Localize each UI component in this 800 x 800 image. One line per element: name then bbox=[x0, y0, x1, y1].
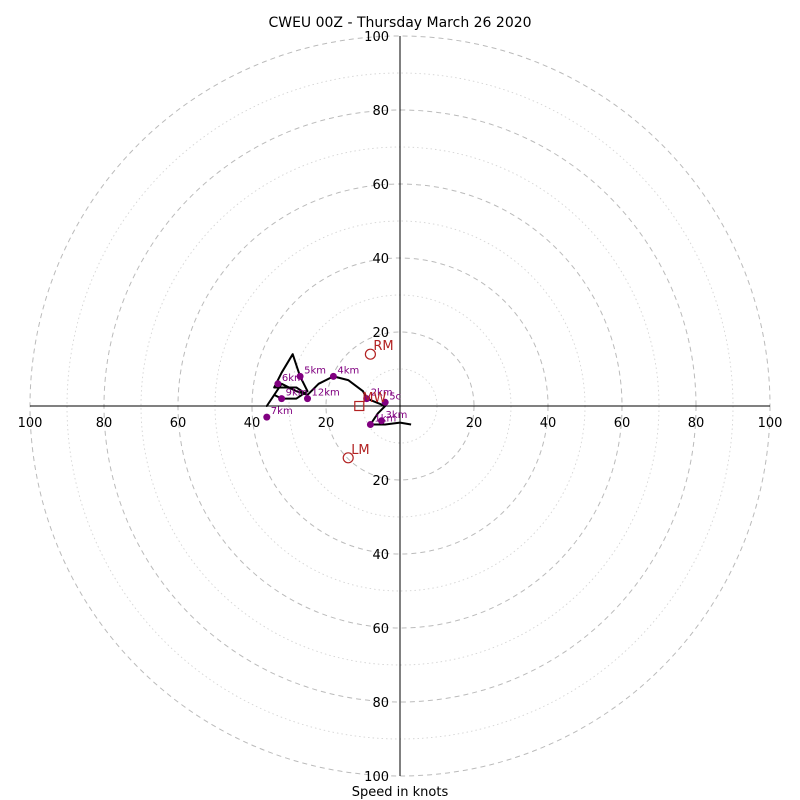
height-marker-dot bbox=[366, 421, 374, 428]
height-marker-label: 5km bbox=[304, 365, 326, 376]
height-marker: 4km bbox=[329, 365, 359, 380]
storm-motion-symbol bbox=[354, 400, 365, 412]
y-tick-label: 100 bbox=[364, 770, 389, 785]
height-marker-dot bbox=[296, 372, 304, 380]
axes bbox=[30, 36, 770, 776]
height-marker-label: 6km bbox=[282, 373, 304, 384]
y-tick-label: 20 bbox=[372, 326, 389, 341]
height-marker-label: 9km bbox=[286, 388, 308, 399]
x-tick-label: 80 bbox=[96, 416, 113, 431]
y-tick-label: 20 bbox=[372, 474, 389, 489]
height-marker-label: 2km bbox=[371, 388, 393, 399]
y-tick-label: 60 bbox=[372, 178, 389, 193]
height-marker-label: 4km bbox=[337, 365, 359, 376]
x-tick-label: 60 bbox=[614, 416, 631, 431]
height-marker: 7km bbox=[263, 406, 293, 421]
height-marker: 5km bbox=[296, 365, 326, 380]
height-marker: 1km bbox=[366, 414, 396, 428]
height-marker: 12km bbox=[304, 388, 340, 403]
height-marker-label: 7km bbox=[271, 406, 293, 417]
x-tick-label: 80 bbox=[688, 416, 705, 431]
x-tick-label: 100 bbox=[18, 416, 43, 431]
storm-motion-marker: LM bbox=[342, 443, 370, 464]
height-marker-dot bbox=[363, 395, 371, 403]
height-marker: 6km bbox=[274, 373, 304, 388]
storm-motion-label: RM bbox=[373, 339, 393, 354]
chart-title: CWEU 00Z - Thursday March 26 2020 bbox=[268, 15, 531, 31]
storm-motion-marker: RM bbox=[364, 339, 394, 360]
height-marker-dot bbox=[304, 395, 311, 403]
storm-motion-label: LM bbox=[351, 443, 369, 458]
height-marker-dot bbox=[378, 417, 385, 425]
x-axis-label: Speed in knots bbox=[352, 785, 449, 800]
storm-motion-markers: RM LM MW bbox=[342, 339, 394, 464]
height-marker-label: 3km bbox=[386, 410, 408, 421]
x-tick-label: 100 bbox=[758, 416, 783, 431]
height-marker: 3km bbox=[378, 410, 407, 425]
storm-motion-marker: MW bbox=[354, 391, 387, 412]
height-marker-label: 12km bbox=[312, 388, 340, 399]
hodograph-trace bbox=[265, 353, 412, 426]
y-tick-label: 100 bbox=[364, 30, 389, 45]
storm-motion-symbol bbox=[342, 452, 354, 464]
storm-motion-symbol bbox=[364, 348, 376, 360]
height-marker: 2km bbox=[363, 388, 393, 403]
storm-motion-label: MW bbox=[362, 391, 386, 406]
y-tick-label: 40 bbox=[372, 548, 389, 563]
height-marker: 5c bbox=[381, 391, 401, 406]
x-tick-label: 40 bbox=[540, 416, 557, 431]
x-tick-label: 60 bbox=[170, 416, 187, 431]
hodograph-line bbox=[265, 353, 412, 426]
x-tick-label: 20 bbox=[466, 416, 483, 431]
y-tick-label: 40 bbox=[372, 252, 389, 267]
x-tick-label: 40 bbox=[244, 416, 261, 431]
y-tick-label: 60 bbox=[372, 622, 389, 637]
height-marker-dot bbox=[274, 380, 282, 388]
height-marker-dot bbox=[329, 372, 337, 380]
x-tick-label: 20 bbox=[318, 416, 335, 431]
y-tick-label: 80 bbox=[372, 104, 389, 119]
height-marker-dot bbox=[263, 413, 271, 421]
height-marker-dot bbox=[278, 395, 286, 403]
y-tick-label: 80 bbox=[372, 696, 389, 711]
tick-labels: 100 80 60 40 20 20 40 60 80 100 20 40 60 80 100 20 40 60 8… bbox=[18, 30, 783, 785]
height-marker-label: 5c bbox=[389, 391, 401, 402]
height-marker-dot bbox=[381, 398, 389, 406]
height-marker: 9km bbox=[278, 388, 308, 403]
height-marker-label: 1km bbox=[374, 414, 396, 425]
